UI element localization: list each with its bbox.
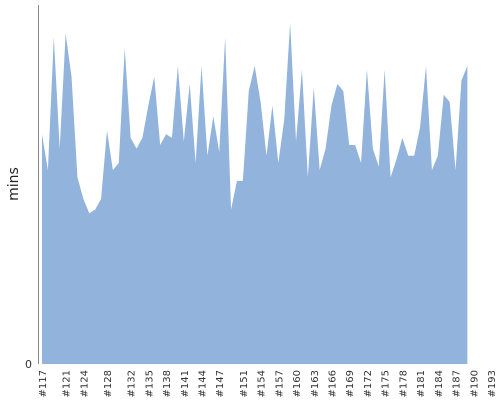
series-area	[42, 22, 468, 364]
x-tick-label: #117	[38, 370, 49, 397]
y-tick-label: 0	[25, 358, 32, 371]
x-tick-label: #160	[292, 370, 303, 397]
x-tick-label: #184	[434, 370, 445, 397]
x-tick-label: #166	[327, 370, 338, 397]
x-tick-label: #141	[180, 370, 191, 397]
y-axis-ticks: 0	[25, 358, 32, 371]
x-tick-label: #132	[127, 370, 138, 397]
x-tick-label: #124	[79, 370, 90, 397]
y-axis-label: mins	[6, 167, 22, 201]
x-tick-label: #135	[144, 370, 155, 397]
x-tick-label: #157	[274, 370, 285, 397]
plot-area	[42, 22, 468, 364]
x-tick-label: #175	[381, 370, 392, 397]
x-tick-label: #147	[215, 370, 226, 397]
x-tick-label: #163	[310, 370, 321, 397]
x-tick-label: #151	[239, 370, 250, 397]
x-tick-label: #154	[257, 370, 268, 397]
x-tick-label: #172	[363, 370, 374, 397]
x-tick-label: #144	[198, 370, 209, 397]
x-tick-label: #178	[398, 370, 409, 397]
x-tick-label: #187	[452, 370, 463, 397]
x-axis-ticks: #117 #121 #124 #128 #132 #135 #138 #141 #144 #147…	[38, 370, 498, 397]
x-tick-label: #121	[62, 370, 73, 397]
x-tick-label: #138	[162, 370, 173, 397]
x-tick-label: #169	[345, 370, 356, 397]
x-tick-label: #193	[487, 370, 498, 397]
x-tick-label: #128	[103, 370, 114, 397]
x-tick-label: #181	[416, 370, 427, 397]
x-tick-label: #190	[469, 370, 480, 397]
